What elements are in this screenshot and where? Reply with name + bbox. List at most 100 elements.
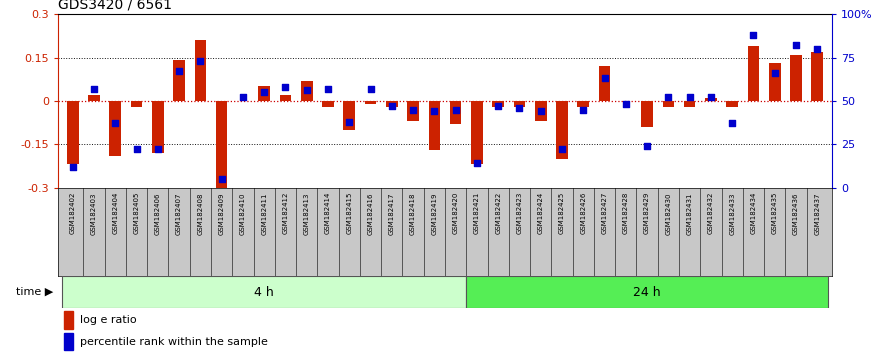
Bar xyxy=(67,101,78,165)
Text: GSM182430: GSM182430 xyxy=(666,192,671,235)
Text: GSM182415: GSM182415 xyxy=(346,192,352,234)
Point xyxy=(597,75,611,81)
Point xyxy=(661,95,676,100)
Bar xyxy=(705,98,716,101)
Text: GSM182418: GSM182418 xyxy=(410,192,417,235)
Point xyxy=(193,58,207,64)
Bar xyxy=(492,101,504,107)
Bar xyxy=(790,55,802,101)
Bar xyxy=(578,101,589,107)
Point xyxy=(406,107,420,113)
Point xyxy=(321,86,336,92)
Point xyxy=(554,147,569,152)
Bar xyxy=(131,101,142,107)
Text: log e ratio: log e ratio xyxy=(79,315,136,325)
Text: GSM182412: GSM182412 xyxy=(282,192,288,234)
Text: GSM182428: GSM182428 xyxy=(623,192,629,234)
Bar xyxy=(556,101,568,159)
Text: GSM182405: GSM182405 xyxy=(134,192,140,234)
Text: GSM182420: GSM182420 xyxy=(453,192,458,234)
Bar xyxy=(769,63,781,101)
Text: GSM182432: GSM182432 xyxy=(708,192,714,234)
Bar xyxy=(471,101,482,165)
Text: GSM182431: GSM182431 xyxy=(686,192,692,235)
Text: GSM182404: GSM182404 xyxy=(112,192,118,234)
Text: GSM182403: GSM182403 xyxy=(91,192,97,235)
Text: GSM182423: GSM182423 xyxy=(516,192,522,234)
Point xyxy=(704,95,718,100)
Bar xyxy=(174,61,185,101)
Text: percentile rank within the sample: percentile rank within the sample xyxy=(79,337,267,347)
Point xyxy=(747,32,761,38)
Point xyxy=(576,107,590,113)
Text: GSM182419: GSM182419 xyxy=(432,192,437,235)
Point xyxy=(342,119,356,125)
Point xyxy=(470,160,484,166)
Point xyxy=(384,103,399,109)
Bar xyxy=(344,101,355,130)
Bar xyxy=(386,101,398,107)
Point xyxy=(150,147,165,152)
FancyBboxPatch shape xyxy=(466,276,828,308)
Bar xyxy=(258,86,270,101)
Text: GSM182410: GSM182410 xyxy=(240,192,246,235)
Text: 24 h: 24 h xyxy=(634,286,661,298)
Bar xyxy=(301,81,312,101)
Point xyxy=(534,108,548,114)
Text: GSM182437: GSM182437 xyxy=(814,192,821,235)
Bar xyxy=(109,101,121,156)
Bar xyxy=(195,40,206,101)
Text: GSM182426: GSM182426 xyxy=(580,192,587,234)
Point xyxy=(513,105,527,111)
Text: 4 h: 4 h xyxy=(255,286,274,298)
Bar xyxy=(215,101,228,188)
Bar xyxy=(449,101,462,124)
Text: GDS3420 / 6561: GDS3420 / 6561 xyxy=(58,0,172,12)
Bar xyxy=(662,101,675,107)
Bar xyxy=(88,95,100,101)
Text: GSM182427: GSM182427 xyxy=(602,192,608,234)
Point xyxy=(683,95,697,100)
Bar xyxy=(514,101,525,107)
Text: GSM182436: GSM182436 xyxy=(793,192,799,235)
Point xyxy=(449,107,463,113)
Text: GSM182413: GSM182413 xyxy=(303,192,310,235)
Point xyxy=(66,164,80,170)
Point xyxy=(789,42,803,48)
Bar xyxy=(428,101,441,150)
Text: GSM182421: GSM182421 xyxy=(473,192,480,234)
Bar xyxy=(748,46,759,101)
Bar xyxy=(812,52,823,101)
Bar xyxy=(599,66,611,101)
Bar xyxy=(684,101,695,107)
Point xyxy=(214,176,229,182)
Text: GSM182424: GSM182424 xyxy=(538,192,544,234)
Text: GSM182408: GSM182408 xyxy=(198,192,204,235)
Text: GSM182407: GSM182407 xyxy=(176,192,182,235)
Bar xyxy=(64,333,73,350)
Point xyxy=(810,46,824,52)
Bar xyxy=(641,101,653,127)
Point xyxy=(363,86,377,92)
Text: GSM182433: GSM182433 xyxy=(729,192,735,235)
Bar xyxy=(535,101,546,121)
Bar xyxy=(64,311,73,329)
Bar xyxy=(279,95,291,101)
Text: GSM182414: GSM182414 xyxy=(325,192,331,234)
Point xyxy=(300,88,314,93)
Text: GSM182406: GSM182406 xyxy=(155,192,161,235)
Point xyxy=(236,95,250,100)
Point xyxy=(725,121,740,126)
Bar xyxy=(322,101,334,107)
Point xyxy=(129,147,143,152)
Point xyxy=(619,102,633,107)
Bar xyxy=(408,101,419,121)
Point xyxy=(279,84,293,90)
Bar xyxy=(365,101,376,104)
Text: GSM182425: GSM182425 xyxy=(559,192,565,234)
Text: time ▶: time ▶ xyxy=(16,287,53,297)
Point xyxy=(109,121,123,126)
Text: GSM182429: GSM182429 xyxy=(644,192,650,234)
Text: GSM182417: GSM182417 xyxy=(389,192,395,235)
Point xyxy=(640,143,654,149)
